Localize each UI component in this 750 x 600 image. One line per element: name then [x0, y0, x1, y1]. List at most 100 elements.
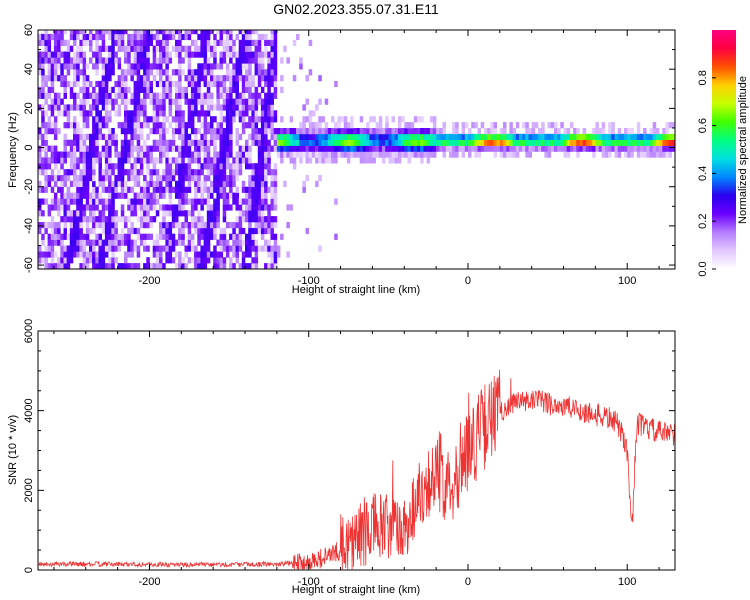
- spectrogram-cell: [165, 222, 169, 229]
- spectrogram-cell: [206, 33, 211, 41]
- spectrogram-cell: [79, 222, 83, 229]
- spectrogram-cell: [474, 139, 478, 146]
- spectrogram-cell: [44, 39, 48, 46]
- spectrogram-cell: [206, 145, 211, 152]
- spectrogram-cell: [95, 30, 99, 35]
- spectrogram-cell: [162, 104, 166, 111]
- spectrogram-cell: [382, 145, 386, 152]
- spectrogram-cell: [178, 175, 182, 182]
- spectrogram-cell: [143, 186, 147, 193]
- spectrogram-cell: [50, 227, 55, 235]
- spectrogram-cell: [331, 128, 335, 135]
- spectrogram-cell: [369, 151, 373, 158]
- spectrogram-cell: [200, 92, 204, 99]
- spectrogram-cell: [190, 86, 195, 93]
- spectrogram-cell: [50, 69, 55, 76]
- spectrogram-cell: [652, 139, 657, 146]
- spectrogram-cell: [162, 204, 166, 211]
- spectrogram-cell: [136, 180, 141, 187]
- spectrogram-cell: [206, 110, 211, 117]
- spectrogram-cell: [219, 263, 223, 269]
- spectrogram-cell: [139, 51, 144, 58]
- spectrogram-cell: [108, 151, 112, 158]
- spectrogram-cell: [47, 39, 52, 46]
- spectrogram-cell: [499, 151, 504, 158]
- spectrogram-cell: [44, 157, 48, 164]
- spectrogram-cell: [257, 180, 262, 187]
- spectrogram-cell: [190, 92, 195, 99]
- spectrogram-cell: [260, 75, 265, 82]
- spectrogram-cell: [108, 169, 112, 176]
- spectrogram-cell: [89, 239, 93, 246]
- spectrogram-cell: [104, 110, 109, 117]
- spectrogram-cell: [139, 198, 144, 205]
- spectrogram-cell: [439, 133, 443, 140]
- spectrogram-cell: [604, 145, 609, 152]
- spectrogram-cell: [659, 151, 663, 158]
- spectrogram-cell: [136, 63, 141, 70]
- spectrogram-cell: [547, 139, 552, 146]
- spectrogram-cell: [114, 239, 118, 246]
- spectrogram-cell: [375, 122, 380, 129]
- spectrogram-cell: [187, 227, 192, 235]
- spectrogram-cell: [276, 128, 281, 135]
- spectrogram-cell: [136, 57, 141, 64]
- spectrogram-cell: [190, 75, 195, 82]
- spectrogram-cell: [585, 133, 590, 140]
- spectrogram-cell: [76, 186, 80, 193]
- spectrogram-cell: [334, 151, 338, 158]
- spectrogram-cell: [85, 151, 90, 158]
- spectrogram-cell: [200, 216, 204, 223]
- spectrogram-cell: [53, 30, 58, 35]
- spectrogram-cell: [624, 139, 628, 146]
- spectrogram-cell: [73, 75, 77, 82]
- spectrogram-cell: [57, 175, 61, 182]
- spectrogram-cell: [245, 139, 249, 146]
- spectrogram-cell: [194, 175, 198, 182]
- spectrogram-cell: [547, 122, 552, 129]
- spectrogram-cell: [108, 233, 112, 240]
- spectrogram-cell: [171, 257, 176, 264]
- spectrogram-cell: [143, 180, 147, 187]
- spectrogram-cell: [76, 63, 80, 70]
- spectrogram-cell: [483, 128, 488, 135]
- spectrogram-cell: [225, 151, 230, 158]
- spectrogram-cell: [197, 186, 201, 193]
- spectrogram-cell: [219, 51, 223, 58]
- spectrogram-cell: [216, 210, 220, 217]
- spectrogram-cell: [397, 157, 402, 164]
- spectrogram-cell: [353, 133, 357, 140]
- spectrogram-cell: [175, 92, 179, 99]
- spectrogram-cell: [270, 227, 274, 235]
- spectrogram-cell: [251, 210, 255, 217]
- spectrogram-cell: [229, 139, 233, 146]
- spectrogram-cell: [139, 145, 144, 152]
- spectrogram-cell: [213, 216, 217, 223]
- spectrogram-cell: [385, 151, 389, 158]
- spectrogram-cell: [366, 145, 370, 152]
- spectrogram-cell: [286, 145, 290, 152]
- spectrogram-cell: [146, 216, 150, 223]
- spectrogram-cell: [362, 139, 367, 146]
- spectrogram-cell: [216, 180, 220, 187]
- spectrogram-cell: [213, 198, 217, 205]
- spectrogram-cell: [550, 145, 555, 152]
- spectrogram-cell: [168, 251, 173, 258]
- spectrogram-cell: [82, 69, 87, 76]
- spectrogram-cell: [267, 39, 271, 46]
- spectrogram-cell: [601, 139, 606, 146]
- spectrogram-cell: [66, 204, 71, 211]
- spectrogram-cell: [50, 98, 55, 105]
- spectrogram-cell: [238, 233, 243, 240]
- spectrogram-cell: [509, 145, 513, 152]
- spectrogram-cell: [541, 145, 545, 152]
- spectrogram-cell: [98, 163, 102, 170]
- spectrogram-cell: [76, 198, 80, 205]
- spectrogram-cell: [560, 145, 564, 152]
- spectrogram-cell: [187, 133, 192, 140]
- spectrogram-cell: [534, 122, 539, 129]
- spectrogram-cell: [643, 128, 647, 135]
- spectrogram-cell: [238, 239, 243, 246]
- spectrogram-cell: [474, 151, 478, 158]
- spectrogram-cell: [538, 133, 542, 140]
